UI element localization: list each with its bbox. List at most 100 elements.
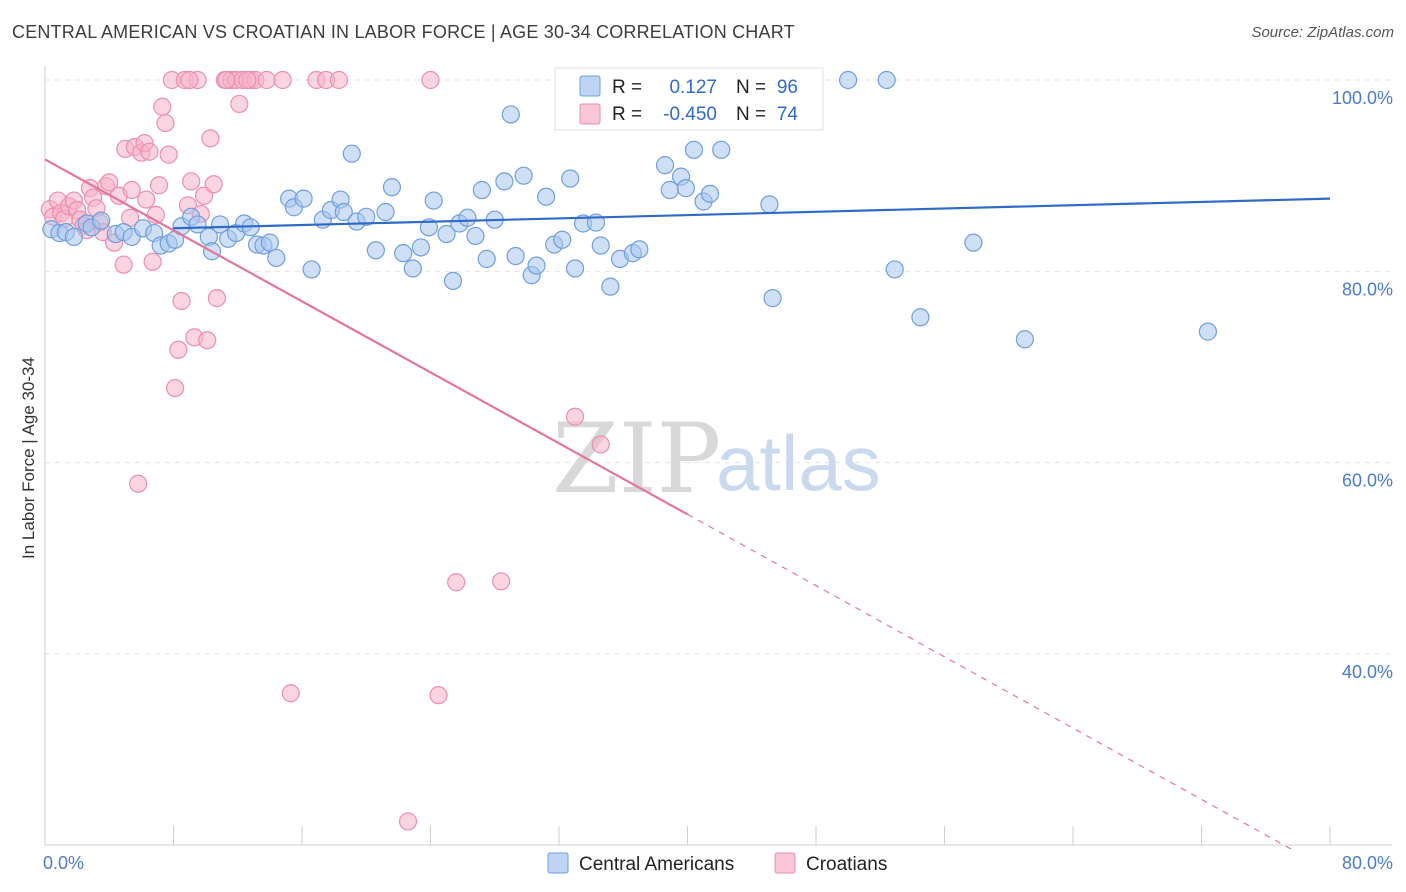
central-american-point	[260, 233, 279, 252]
croatian-point	[447, 573, 466, 592]
croatian-point	[429, 686, 448, 705]
croatian-point	[156, 113, 175, 133]
central-american-point	[877, 70, 896, 90]
legend-n-label: N =	[736, 104, 766, 125]
legend: R = 0.127 N = 96 R = -0.450 N = 74	[554, 67, 824, 131]
central-american-point	[712, 140, 731, 159]
y-tick-label: 60.0%	[1342, 471, 1393, 491]
central-american-point	[1198, 322, 1218, 341]
central-american-point	[419, 218, 438, 237]
croatian-point	[257, 70, 276, 90]
watermark: ZIP atlas	[552, 403, 881, 515]
central-american-point	[472, 180, 491, 200]
croatian-point	[565, 407, 585, 426]
central-american-point	[366, 241, 385, 260]
bottom-legend-swatch-croatians	[774, 852, 796, 874]
series-central-americans-points	[42, 70, 1218, 349]
central-american-point	[839, 70, 858, 90]
central-american-point	[565, 259, 585, 278]
croatian-point	[159, 145, 178, 164]
central-american-point	[411, 238, 430, 257]
croatian-point	[204, 175, 223, 194]
x-tick-label: 80.0%	[1342, 853, 1393, 873]
central-american-point	[506, 246, 525, 266]
y-axis-label: In Labor Force | Age 30-34	[19, 357, 38, 559]
central-american-point	[911, 308, 930, 327]
legend-swatch-croatians	[579, 103, 601, 125]
croatian-point	[114, 255, 133, 274]
bottom-legend-central-americans: Central Americans	[579, 854, 734, 875]
central-american-point	[394, 244, 413, 263]
grid-lines	[45, 79, 1392, 655]
y-tick-labels: 40.0% 60.0% 80.0% 100.0%	[1332, 88, 1393, 682]
croatian-point	[137, 190, 156, 209]
central-american-point	[660, 180, 679, 200]
central-american-point	[676, 179, 695, 198]
watermark-atlas: atlas	[716, 419, 881, 507]
bottom-legend-croatians: Croatians	[806, 854, 887, 875]
legend-r-label: R =	[612, 77, 642, 98]
central-american-point	[357, 207, 376, 226]
central-american-point	[591, 236, 610, 255]
croatian-point	[198, 331, 217, 350]
trend-line-extension-croatians	[687, 513, 1295, 852]
central-american-point	[501, 105, 520, 124]
central-american-point	[342, 144, 361, 163]
croatian-point	[207, 289, 226, 308]
central-american-point	[630, 240, 649, 259]
croatian-point	[421, 70, 440, 90]
bottom-legend-swatch-central-americans	[547, 852, 569, 874]
central-american-point	[514, 166, 533, 185]
series-croatians-points	[40, 70, 610, 831]
y-tick-label: 80.0%	[1342, 279, 1393, 299]
central-american-point	[1015, 330, 1034, 349]
central-american-point	[601, 277, 620, 296]
legend-r-value: 0.127	[669, 77, 717, 98]
central-american-point	[382, 178, 402, 197]
croatian-point	[149, 176, 169, 195]
central-american-point	[437, 224, 456, 244]
central-american-point	[655, 156, 675, 175]
central-american-point	[760, 195, 779, 214]
chart-title: CENTRAL AMERICAN VS CROATIAN IN LABOR FO…	[12, 22, 795, 42]
trend-line-central-americans	[173, 197, 1331, 230]
croatian-point	[329, 70, 349, 90]
central-american-point	[267, 248, 286, 268]
legend-r-label: R =	[612, 104, 642, 125]
x-tick-label: 0.0%	[43, 853, 84, 873]
central-american-point	[527, 256, 546, 275]
legend-r-value: -0.450	[663, 104, 717, 125]
bottom-legend: Central Americans Croatians	[547, 852, 887, 875]
central-american-point	[92, 211, 111, 230]
croatian-point	[166, 378, 185, 398]
central-american-point	[561, 169, 580, 188]
croatian-point	[201, 129, 220, 148]
croatian-point	[172, 291, 191, 311]
central-american-point	[334, 202, 353, 222]
central-american-point	[458, 208, 477, 227]
y-tick-label: 40.0%	[1342, 662, 1393, 682]
chart-source: Source: ZipAtlas.com	[1251, 24, 1394, 41]
croatian-point	[129, 474, 148, 493]
croatian-point	[100, 173, 119, 192]
trend-line-croatians	[44, 158, 689, 516]
trend-lines	[44, 158, 1331, 852]
central-american-point	[684, 140, 704, 159]
croatian-point	[217, 70, 236, 90]
central-american-point	[495, 172, 514, 191]
croatian-point	[153, 97, 172, 116]
central-american-point	[376, 202, 395, 222]
central-american-point	[210, 215, 230, 234]
central-american-point	[302, 260, 321, 279]
central-american-point	[537, 187, 556, 206]
central-american-point	[403, 259, 422, 278]
croatian-point	[122, 180, 141, 200]
croatian-point	[230, 94, 249, 114]
croatian-point	[143, 252, 162, 271]
central-american-point	[885, 260, 904, 279]
croatian-point	[492, 572, 511, 591]
x-tick-labels: 0.0% 80.0%	[43, 853, 1393, 873]
central-american-point	[964, 233, 983, 252]
croatian-point	[180, 70, 199, 90]
